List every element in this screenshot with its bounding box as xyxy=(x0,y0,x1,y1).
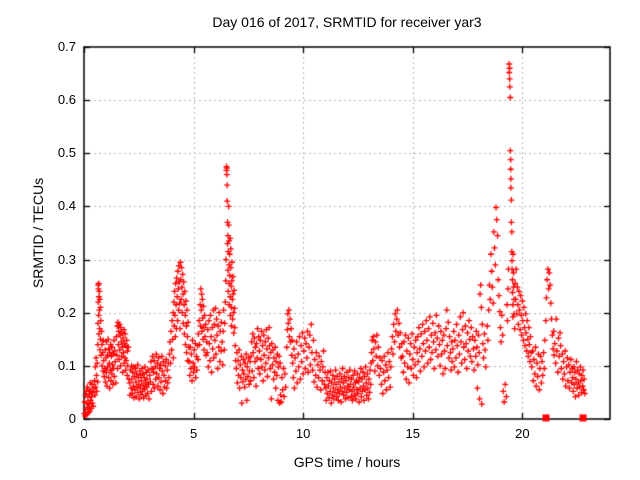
y-tick-label: 0.3 xyxy=(57,251,76,267)
chart-title: Day 016 of 2017, SRMTID for receiver yar… xyxy=(212,14,482,30)
x-axis-label: GPS time / hours xyxy=(293,454,401,470)
x-tick-label: 15 xyxy=(405,426,420,441)
y-tick-label: 0.5 xyxy=(57,145,76,161)
y-tick-label: 0.2 xyxy=(57,304,76,320)
y-tick-label: 0.6 xyxy=(57,92,76,108)
y-tick-label: 0.4 xyxy=(57,198,76,214)
x-tick-label: 20 xyxy=(515,426,530,441)
y-tick-label: 0.7 xyxy=(57,39,76,54)
x-tick-label: 0 xyxy=(80,426,88,441)
x-tick-label: 5 xyxy=(189,426,198,441)
y-axis-label: SRMTID / TECUs xyxy=(30,177,46,289)
y-tick-label: 0.1 xyxy=(57,357,76,373)
x-tick-label: 10 xyxy=(295,426,311,441)
y-tick-label: 0 xyxy=(68,411,76,426)
